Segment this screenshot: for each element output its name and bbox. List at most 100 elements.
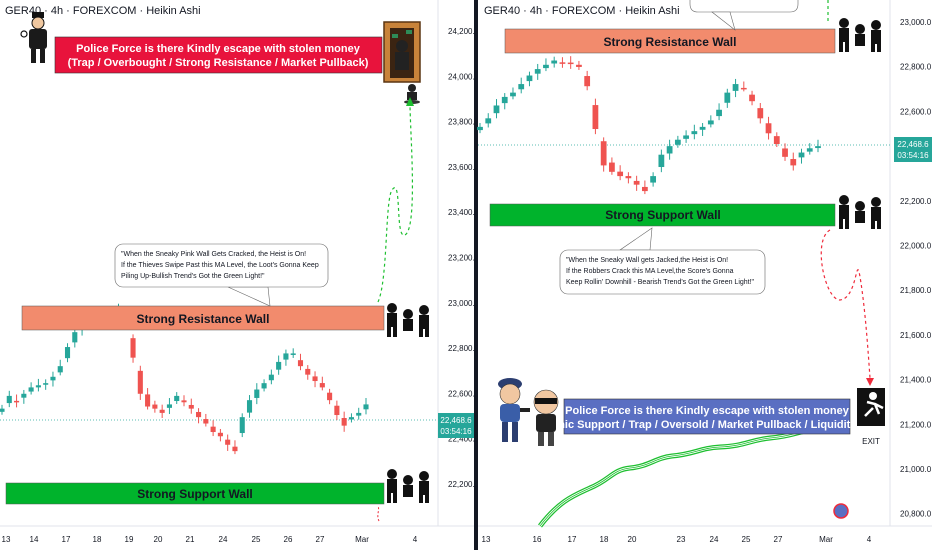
x-axis: 13 16 17 18 20 23 24 25 27 Mar 4 — [482, 535, 872, 544]
candle-body — [356, 412, 362, 416]
y-tick-label: 22,200.0 — [448, 480, 480, 489]
bullish-projection-arrow — [377, 103, 414, 303]
x-tick-label: 19 — [125, 535, 134, 544]
candle-body — [600, 141, 607, 166]
support-wall-label: Strong Support Wall — [137, 487, 253, 501]
candle-body — [35, 385, 41, 388]
candle-body — [363, 404, 369, 410]
thief-cartoon-icon — [533, 389, 559, 446]
y-tick-label: 23,400.0 — [448, 208, 480, 217]
candle-body — [485, 118, 492, 124]
candle-body — [196, 411, 202, 418]
candle-body — [14, 400, 20, 403]
y-tick-label: 22,600.0 — [448, 389, 480, 398]
candle-body — [641, 186, 648, 192]
exit-sign-icon — [857, 388, 885, 426]
note-line-1: "When the Sneaky Pink Wall Gets Cracked,… — [121, 251, 306, 258]
x-tick-label: 13 — [2, 535, 11, 544]
y-axis: 24,200.0 24,000.0 23,800.0 23,600.0 23,400.0… — [448, 27, 480, 489]
candle-body — [740, 87, 747, 90]
x-tick-label: 25 — [252, 535, 261, 544]
resistance-wall-label: Strong Resistance Wall — [137, 312, 270, 326]
callout-note: "When the Sneaky Wall gets Jacked,the He… — [559, 227, 766, 295]
y-tick-label: 23,800.0 — [448, 118, 480, 127]
candle-body — [567, 62, 574, 65]
top-callout-fragment — [689, 0, 799, 13]
candle-body — [21, 393, 27, 398]
candle-body — [501, 96, 508, 104]
candle-body — [782, 148, 788, 157]
y-tick-label: 23,000.0 — [900, 18, 932, 27]
candle-body — [159, 409, 165, 413]
candle-body — [174, 395, 180, 402]
candle-body — [334, 405, 340, 416]
cop-cartoon-icon — [498, 378, 530, 442]
police-banner — [563, 398, 851, 435]
callout-note: "When the Sneaky Pink Wall Gets Cracked,… — [114, 243, 329, 307]
candle-body — [543, 64, 549, 69]
candle-body — [181, 400, 187, 403]
y-tick-label: 21,000.0 — [900, 465, 932, 474]
note-line-3: Piling Up-Bullish Trend's Got the Green … — [121, 273, 265, 280]
y-tick-label: 22,800.0 — [448, 344, 480, 353]
x-tick-label: 20 — [154, 535, 163, 544]
red-dashed-arrow — [377, 505, 380, 522]
candle-body — [526, 75, 533, 82]
candle-body — [592, 105, 599, 130]
candle-body — [254, 389, 260, 398]
right-panel: GER40 · 4h · FOREXCOM · Heikin Ashi 23,0… — [477, 0, 932, 550]
candle-body — [217, 432, 223, 437]
candle-body — [137, 370, 143, 394]
candle-body — [609, 162, 615, 172]
x-tick-label: 24 — [710, 535, 719, 544]
x-tick-label: 21 — [186, 535, 195, 544]
candle-body — [691, 131, 698, 135]
candle-body — [312, 376, 318, 382]
x-tick-label: 27 — [316, 535, 325, 544]
candle-body — [210, 426, 216, 433]
candle-body — [261, 383, 267, 389]
candle-body — [341, 418, 347, 426]
candle-body — [203, 419, 209, 424]
thief-escaping-door-icon — [383, 21, 421, 83]
x-tick-label: 4 — [867, 535, 872, 544]
resistance-wall — [21, 305, 385, 331]
candle-body — [283, 353, 289, 360]
candle-body — [584, 76, 591, 87]
moving-average-band-center — [539, 428, 821, 527]
candle-body — [305, 368, 311, 375]
support-wall-label: Strong Support Wall — [605, 208, 721, 222]
y-tick-label: 21,200.0 — [900, 420, 932, 429]
chart-title: GER40 · 4h · FOREXCOM · Heikin Ashi — [484, 5, 680, 17]
candle-body — [658, 154, 665, 168]
candle-body — [232, 446, 238, 452]
candle-body — [348, 417, 354, 420]
y-tick-label: 24,000.0 — [448, 72, 480, 81]
x-axis: 13 14 17 18 19 20 21 24 25 26 27 Mar 4 — [2, 535, 418, 544]
note-line-3: Keep Rollin' Downhill - Bearish Trend's … — [566, 279, 755, 286]
y-tick-label: 20,800.0 — [900, 510, 932, 519]
last-price-label — [894, 137, 932, 162]
candle-body — [806, 148, 813, 152]
x-tick-label: Mar — [819, 535, 833, 544]
arrow-head-down — [866, 378, 874, 386]
candle-body — [683, 135, 689, 139]
candle-body — [493, 105, 500, 114]
candle-body — [477, 126, 483, 131]
candle-body — [188, 404, 194, 409]
candle-body — [576, 64, 582, 67]
y-tick-label: 23,000.0 — [448, 299, 480, 308]
x-tick-label: 24 — [219, 535, 228, 544]
resistance-wall-label: Strong Resistance Wall — [604, 35, 737, 49]
note-line-1: "When the Sneaky Wall gets Jacked,the He… — [566, 257, 728, 264]
x-tick-label: 17 — [62, 535, 71, 544]
resistance-wall — [504, 28, 836, 54]
candle-body — [130, 338, 136, 358]
arrow-head-up — [406, 97, 414, 106]
chart-title: GER40 · 4h · FOREXCOM · Heikin Ashi — [5, 5, 201, 17]
candle-body — [268, 374, 274, 381]
candle-body — [72, 332, 78, 343]
countdown: 03:54:16 — [440, 427, 472, 436]
x-tick-label: 14 — [30, 535, 39, 544]
candle-body — [510, 92, 516, 97]
